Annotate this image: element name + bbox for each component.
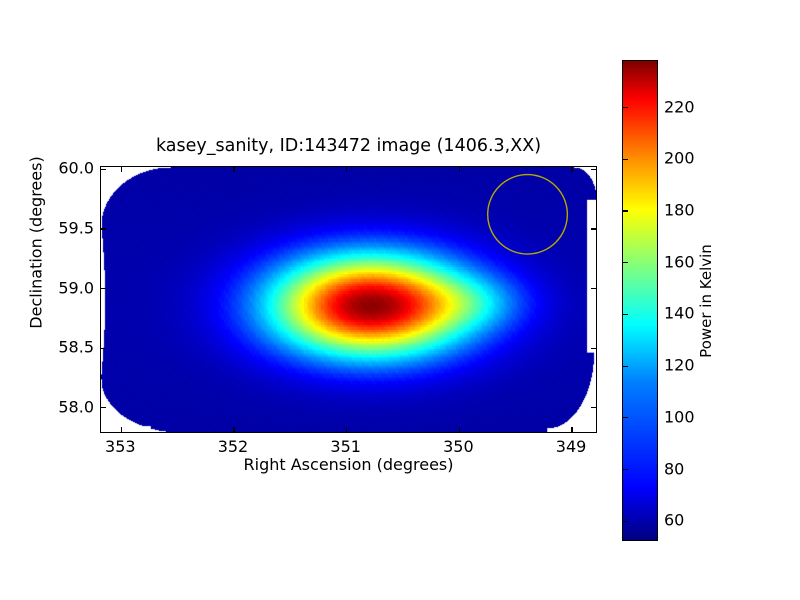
- colorbar-tick-mark: [623, 520, 628, 522]
- x-tick-label: 350: [443, 437, 474, 456]
- y-tick-mark: [101, 287, 106, 290]
- colorbar-tick-mark: [623, 106, 628, 109]
- colorbar-tick-label: 120: [664, 355, 695, 375]
- colorbar-tick-mark: [623, 262, 628, 264]
- colorbar-tick-label: 160: [664, 252, 695, 272]
- colorbar-tick-mark: [623, 417, 628, 419]
- x-tick-mark: [571, 427, 573, 432]
- y-tick-mark: [101, 347, 106, 349]
- x-tick-label: 353: [105, 437, 136, 456]
- x-tick-mark: [120, 167, 122, 172]
- colorbar-tick-mark: [623, 365, 628, 367]
- x-tick-mark: [458, 167, 460, 172]
- colorbar-tick-label: 140: [664, 303, 695, 323]
- colorbar-tick-mark: [623, 158, 628, 160]
- image-axes[interactable]: [100, 166, 597, 433]
- x-tick-mark: [458, 427, 460, 432]
- y-tick-mark: [591, 407, 596, 409]
- y-tick-mark: [101, 228, 106, 230]
- y-tick-label: 59.5: [58, 218, 94, 238]
- x-tick-label: 351: [330, 437, 361, 456]
- colorbar-tick-mark: [623, 313, 628, 316]
- x-tick-label: 352: [217, 437, 249, 456]
- x-tick-mark: [233, 427, 235, 432]
- x-tick-mark: [346, 427, 348, 432]
- colorbar-tick-label: 200: [664, 148, 695, 168]
- y-tick-label: 58.0: [58, 397, 94, 417]
- colorbar-tick-label: 100: [664, 407, 695, 427]
- x-tick-mark: [346, 167, 348, 172]
- colorbar-label: Power in Kelvin: [697, 244, 715, 358]
- y-tick-mark: [591, 287, 596, 290]
- x-tick-mark: [571, 167, 573, 172]
- x-tick-mark: [233, 167, 235, 172]
- y-tick-mark: [101, 407, 106, 409]
- plot-title: kasey_sanity, ID:143472 image (1406.3,XX…: [155, 136, 542, 156]
- y-tick-mark: [101, 168, 106, 170]
- y-tick-mark: [591, 347, 596, 349]
- colorbar[interactable]: [622, 60, 658, 541]
- colorbar-tick-label: 220: [664, 97, 695, 117]
- y-axis-label: Declination (degrees): [26, 156, 46, 329]
- y-tick-label: 59.0: [58, 278, 94, 298]
- x-axis-label: Right Ascension (degrees): [243, 455, 454, 474]
- x-tick-mark: [120, 427, 122, 432]
- y-tick-label: 60.0: [58, 158, 94, 178]
- y-tick-mark: [591, 228, 596, 230]
- x-tick-label: 349: [555, 437, 587, 456]
- sky-image-heatmap: [101, 167, 596, 432]
- y-tick-mark: [591, 168, 596, 170]
- colorbar-tick-label: 60: [664, 510, 685, 530]
- colorbar-tick-mark: [623, 468, 628, 471]
- colorbar-tick-mark: [623, 210, 628, 212]
- colorbar-tick-label: 80: [664, 459, 685, 479]
- y-tick-label: 58.5: [58, 337, 94, 357]
- colorbar-tick-label: 180: [664, 200, 695, 220]
